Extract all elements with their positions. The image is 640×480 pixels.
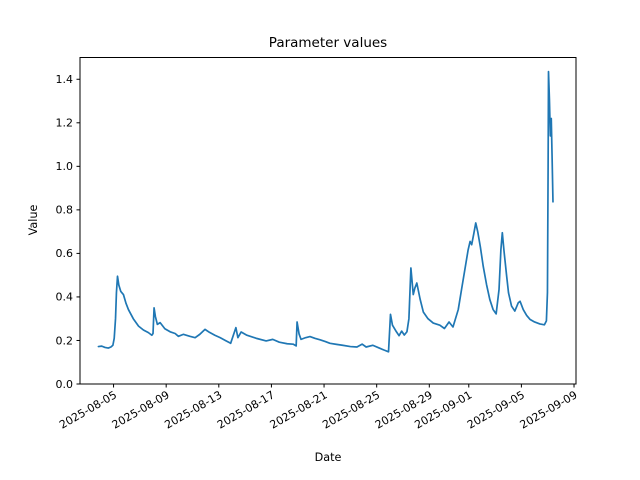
y-tick-label: 0.4: [56, 291, 74, 304]
x-tick-label: 2025-09-09: [518, 388, 580, 431]
y-tick-label: 0.8: [56, 204, 74, 217]
y-tick-label: 1.4: [56, 73, 74, 86]
x-tick-label: 2025-08-21: [268, 388, 330, 431]
y-tick-label: 0.6: [56, 247, 74, 260]
x-axis-label: Date: [315, 451, 342, 464]
chart-title: Parameter values: [269, 35, 387, 51]
y-tick-label: 1.0: [56, 160, 74, 173]
y-axis-label: Value: [27, 205, 40, 236]
x-tick-label: 2025-09-05: [465, 388, 527, 431]
parameter-series-line: [97, 70, 554, 353]
y-tick-label: 0.2: [56, 334, 74, 347]
x-tick-label: 2025-08-25: [320, 388, 382, 431]
x-tick-label: 2025-08-05: [57, 388, 119, 431]
plot-area-border: [79, 57, 577, 385]
x-tick-label: 2025-08-13: [162, 388, 224, 431]
x-axis-ticks: 2025-08-052025-08-092025-08-132025-08-17…: [57, 384, 580, 432]
y-axis-ticks: 0.0 0.2 0.4 0.6 0.8 1.0 1.2 1.4: [56, 73, 80, 391]
y-tick-label: 0.0: [56, 378, 74, 391]
x-tick-label: 2025-08-09: [110, 388, 172, 431]
x-tick-label: 2025-08-17: [215, 388, 277, 431]
y-tick-label: 1.2: [56, 117, 74, 130]
